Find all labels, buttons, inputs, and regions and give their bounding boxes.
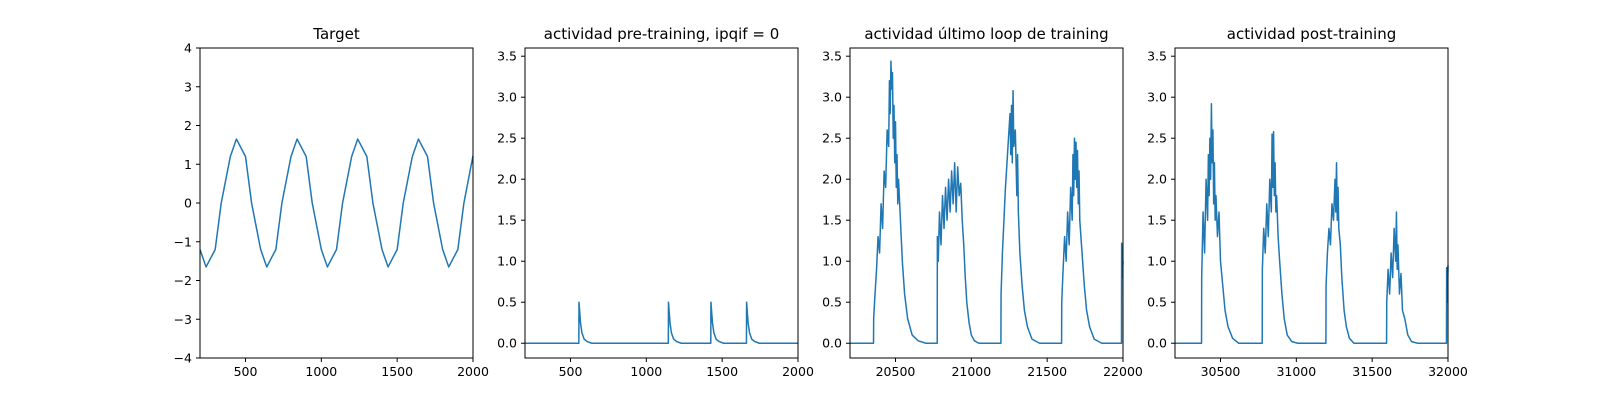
x-tick-label: 32000 <box>1428 364 1468 379</box>
chart-4-title: actividad post-training <box>1227 25 1396 43</box>
y-tick-label: 0 <box>184 196 192 211</box>
y-tick-label: 1 <box>184 157 192 172</box>
chart-1-title: Target <box>312 25 360 43</box>
x-tick-label: 500 <box>559 364 583 379</box>
x-tick-label: 1500 <box>706 364 738 379</box>
chart-2-frame <box>524 47 799 359</box>
x-tick-label: 500 <box>234 364 258 379</box>
y-tick-label: 1.0 <box>822 254 842 269</box>
chart-1-series-line <box>199 138 474 268</box>
x-tick-label: 2000 <box>782 364 814 379</box>
x-tick-label: 1000 <box>630 364 662 379</box>
chart-3: 20500 21000 21500 22000 0.0 0.5 1.0 1.5 2.0 2.5 3.… <box>822 25 1143 379</box>
chart-3-frame <box>849 47 1124 359</box>
y-tick-label: −3 <box>174 312 192 327</box>
y-tick-label: 3.5 <box>1147 49 1167 64</box>
y-tick-label: 2.0 <box>822 172 842 187</box>
chart-2: 500 1000 1500 2000 0.0 0.5 1.0 1.5 2.0 2.5 3.0 3.5 a… <box>497 25 814 379</box>
y-tick-label: 2 <box>184 118 192 133</box>
y-tick-label: 0.5 <box>1147 295 1167 310</box>
x-tick-label: 21500 <box>1027 364 1067 379</box>
y-tick-label: 2.0 <box>497 172 517 187</box>
chart-1-frame <box>199 47 474 359</box>
y-tick-label: 3 <box>184 79 192 94</box>
y-tick-label: 2.5 <box>822 131 842 146</box>
x-tick-label: 1500 <box>381 364 413 379</box>
chart-2-series-line <box>525 301 798 344</box>
y-tick-label: 0.0 <box>822 336 842 351</box>
y-tick-label: 3.0 <box>497 90 517 105</box>
x-tick-label: 31000 <box>1276 364 1316 379</box>
y-tick-label: 1.5 <box>1147 213 1167 228</box>
y-tick-label: 1.0 <box>497 254 517 269</box>
y-tick-label: 3.5 <box>497 49 517 64</box>
chart-2-title: actividad pre-training, ipqif = 0 <box>544 25 780 43</box>
x-tick-label: 1000 <box>305 364 337 379</box>
x-tick-label: 20500 <box>876 364 916 379</box>
y-tick-label: 0.5 <box>497 295 517 310</box>
chart-4-frame <box>1174 47 1449 359</box>
y-tick-label: 0.5 <box>822 295 842 310</box>
y-tick-label: −2 <box>174 273 192 288</box>
x-tick-label: 31500 <box>1352 364 1392 379</box>
chart-3-series-line <box>850 60 1124 344</box>
y-tick-label: 2.0 <box>1147 172 1167 187</box>
x-tick-label: 30500 <box>1201 364 1241 379</box>
x-tick-label: 2000 <box>457 364 489 379</box>
chart-1: 500 1000 1500 2000 −4 −3 −2 −1 0 1 2 3 4 Target <box>174 25 489 379</box>
y-tick-label: 1.5 <box>822 213 842 228</box>
y-tick-label: −4 <box>174 351 192 366</box>
y-tick-label: −1 <box>174 234 192 249</box>
y-tick-label: 2.5 <box>497 131 517 146</box>
chart-4: 30500 31000 31500 32000 0.0 0.5 1.0 1.5 2.0 2.5 3.… <box>1147 25 1468 379</box>
chart-4-series-line <box>1175 103 1449 344</box>
chart-3-title: actividad último loop de training <box>864 25 1108 43</box>
y-tick-label: 4 <box>184 41 192 56</box>
x-tick-label: 22000 <box>1103 364 1143 379</box>
x-tick-label: 21000 <box>951 364 991 379</box>
y-tick-label: 1.0 <box>1147 254 1167 269</box>
y-tick-label: 3.5 <box>822 49 842 64</box>
y-tick-label: 3.0 <box>822 90 842 105</box>
y-tick-label: 3.0 <box>1147 90 1167 105</box>
y-tick-label: 0.0 <box>497 336 517 351</box>
y-tick-label: 0.0 <box>1147 336 1167 351</box>
y-tick-label: 1.5 <box>497 213 517 228</box>
y-tick-label: 2.5 <box>1147 131 1167 146</box>
